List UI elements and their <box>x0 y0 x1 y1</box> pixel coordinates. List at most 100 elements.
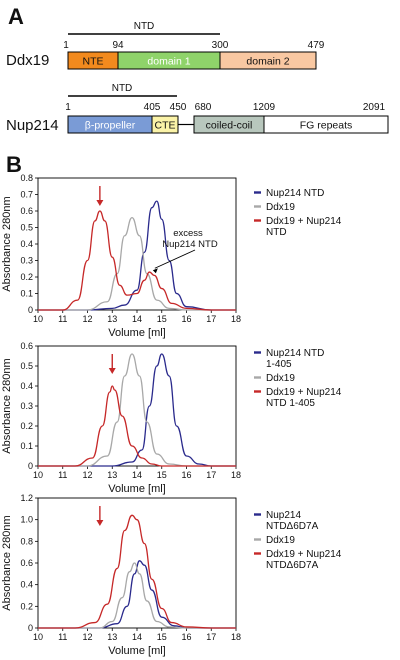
x-tick-label: 13 <box>107 632 117 642</box>
y-tick-label: 0.3 <box>20 256 33 266</box>
x-axis-title: Volume [ml] <box>108 327 165 339</box>
y-tick-label: 0.6 <box>20 206 33 216</box>
y-tick-label: 1.2 <box>20 493 33 503</box>
ddx19-name: Ddx19 <box>6 52 49 69</box>
y-tick-label: 0.5 <box>20 361 33 371</box>
nup214-domain-fg-repeats <box>263 115 389 134</box>
y-tick-label: 0.8 <box>20 536 33 546</box>
elution-arrow-head <box>108 368 116 374</box>
series-line-0 <box>38 200 236 311</box>
y-tick-label: 0 <box>28 305 33 315</box>
x-tick-label: 13 <box>107 314 117 324</box>
panel-label-b: B <box>6 152 22 177</box>
y-tick-label: 0.6 <box>20 341 33 351</box>
y-tick-label: 0.4 <box>20 381 33 391</box>
legend-label-1: Ddx19 <box>266 373 295 384</box>
nup214-pos-1209: 1209 <box>253 102 276 113</box>
ddx19-pos-start: 1 <box>63 40 69 51</box>
x-tick-label: 13 <box>107 470 117 480</box>
x-tick-label: 11 <box>58 632 67 642</box>
y-axis-title: Absorbance 280nm <box>1 196 13 291</box>
x-tick-label: 11 <box>58 470 67 480</box>
annotation-line-1: excess <box>173 228 203 239</box>
y-tick-label: 0.3 <box>20 401 33 411</box>
nup214-domain-map: NTD Nup214 1 405 450 680 1209 2091 β-pro… <box>6 83 389 134</box>
y-tick-label: 0.8 <box>20 173 33 183</box>
series-line-2 <box>38 514 236 629</box>
y-tick-label: 0.4 <box>20 239 33 249</box>
nup214-pos-2091: 2091 <box>363 102 386 113</box>
annotation-pointer <box>154 249 196 269</box>
y-axis-title: Absorbance 280nm <box>1 358 13 453</box>
ddx19-domain-nte-label: NTE <box>83 56 104 68</box>
elution-arrow-head <box>96 200 104 206</box>
legend-label-2: NTDΔ6D7A <box>266 560 319 571</box>
x-tick-label: 10 <box>33 632 43 642</box>
nup214-pos-680: 680 <box>195 102 212 113</box>
annotation-line-2: Nup214 NTD <box>162 239 218 250</box>
nup214-pos-450: 450 <box>170 102 187 113</box>
x-tick-label: 12 <box>82 470 92 480</box>
ddx19-pos-479: 479 <box>308 40 325 51</box>
y-tick-label: 0.6 <box>20 558 33 568</box>
x-tick-label: 10 <box>33 314 43 324</box>
y-tick-label: 0.2 <box>20 421 33 431</box>
legend-label-2: NTD <box>266 227 287 238</box>
ddx19-pos-300: 300 <box>212 40 229 51</box>
x-tick-label: 17 <box>206 632 216 642</box>
x-tick-label: 12 <box>82 314 92 324</box>
legend-label-1: Ddx19 <box>266 535 295 546</box>
ddx19-ntd-label: NTD <box>134 21 155 32</box>
x-tick-label: 14 <box>132 314 142 324</box>
sec-chart-nup214-ntd-delta6d7a: 10 11 12 13 14 15 16 17 18 0 0.2 0.4 0.6 0.8 1.0 1.2 Vol… <box>1 493 342 657</box>
nup214-pos-start: 1 <box>65 102 71 113</box>
y-tick-label: 0.2 <box>20 601 33 611</box>
ddx19-domain-2 <box>219 51 317 70</box>
sec-chart-nup214-ntd-1-405: 10 11 12 13 14 15 16 17 18 0 0.1 0.2 0.3 0.4 0.5 0.6 Vol… <box>1 341 342 495</box>
legend-label-2: Ddx19 + Nup214 <box>266 549 342 560</box>
legend-label-2: NTD 1-405 <box>266 398 315 409</box>
y-tick-label: 1.0 <box>20 515 33 525</box>
y-tick-label: 0.5 <box>20 223 33 233</box>
x-axis-title: Volume [ml] <box>108 645 165 657</box>
nup214-domain-cte-label: CTE <box>155 120 176 132</box>
y-tick-label: 0.7 <box>20 190 33 200</box>
x-tick-label: 16 <box>181 314 191 324</box>
ddx19-domain-map: NTD Ddx19 1 94 300 479 NTE domain 1 doma… <box>6 21 325 70</box>
x-tick-label: 12 <box>82 632 92 642</box>
x-tick-label: 10 <box>33 470 43 480</box>
nup214-pos-405: 405 <box>144 102 161 113</box>
x-tick-label: 17 <box>206 470 216 480</box>
series-line-0 <box>38 353 236 467</box>
series-line-2 <box>38 210 236 311</box>
series-line-2 <box>38 385 236 467</box>
sec-chart-nup214-ntd: 10 11 12 13 14 15 16 17 18 0 0.1 0.2 0.3 0.4 0.5 0.6 0.7… <box>1 173 342 339</box>
legend-label-2: Ddx19 + Nup214 <box>266 216 342 227</box>
legend-label-0: Nup214 NTD <box>266 188 324 199</box>
ddx19-pos-94: 94 <box>112 40 124 51</box>
series-line-1 <box>38 216 236 311</box>
x-tick-label: 14 <box>132 470 142 480</box>
nup214-name: Nup214 <box>6 117 59 134</box>
legend-label-0: Nup214 <box>266 510 301 521</box>
y-tick-label: 0.1 <box>20 441 33 451</box>
y-tick-label: 0.4 <box>20 580 33 590</box>
legend-label-1: Ddx19 <box>266 202 295 213</box>
x-tick-label: 15 <box>157 314 167 324</box>
x-tick-label: 15 <box>157 470 167 480</box>
x-tick-label: 14 <box>132 632 142 642</box>
nup214-ntd-label: NTD <box>112 83 133 94</box>
series-line-1 <box>38 353 236 467</box>
plot-frame <box>37 345 237 467</box>
x-tick-label: 18 <box>231 314 241 324</box>
panel-label-a: A <box>8 4 24 29</box>
y-axis-title: Absorbance 280nm <box>1 515 13 610</box>
ddx19-domain-1-label: domain 1 <box>147 56 190 68</box>
x-tick-label: 16 <box>181 470 191 480</box>
nup214-domain-fg-repeats-label: FG repeats <box>300 120 353 132</box>
annotation-pointer-head <box>152 268 158 274</box>
y-tick-label: 0 <box>28 623 33 633</box>
ddx19-domain-2-label: domain 2 <box>246 56 289 68</box>
x-tick-label: 18 <box>231 632 241 642</box>
